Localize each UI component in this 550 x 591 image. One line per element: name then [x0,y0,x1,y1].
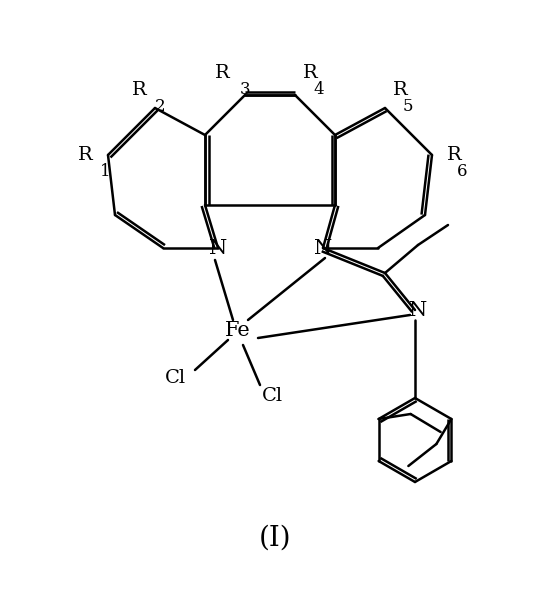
Text: R: R [132,81,147,99]
Text: 4: 4 [313,81,323,98]
Text: Fe: Fe [225,320,251,339]
Text: Cl: Cl [261,387,283,405]
Text: (I): (I) [258,524,292,551]
Text: 6: 6 [457,163,467,180]
Text: 5: 5 [403,98,414,115]
Text: 1: 1 [100,163,111,180]
Text: 3: 3 [240,81,251,98]
Text: 2: 2 [155,98,166,115]
Text: N: N [409,300,427,320]
Text: R: R [393,81,408,99]
Text: Cl: Cl [164,369,185,387]
Text: N: N [314,239,332,258]
Text: R: R [447,146,462,164]
Text: R: R [78,146,93,164]
Text: R: R [303,64,318,82]
Text: N: N [209,239,227,258]
Text: R: R [215,64,230,82]
